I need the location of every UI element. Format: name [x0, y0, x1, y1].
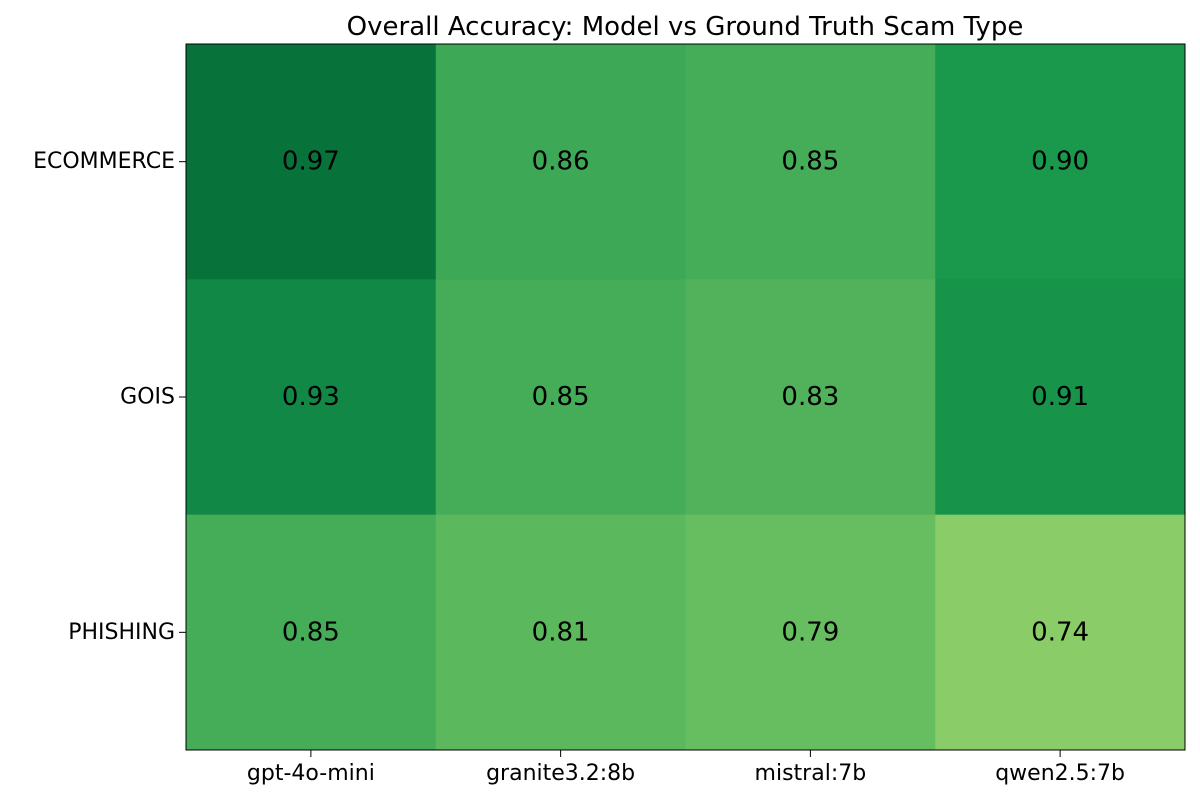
cell-value-label: 0.83 [781, 382, 839, 412]
cell-value-label: 0.74 [1031, 617, 1089, 647]
cell-value-label: 0.85 [781, 147, 839, 177]
heatmap-value-labels: 0.97 0.86 0.85 0.90 0.93 0.85 0.83 0.91 0.85 0.81… [282, 147, 1089, 648]
heatmap-cell [435, 44, 686, 280]
x-tick-label: mistral:7b [755, 761, 867, 786]
x-tick-label: gpt-4o-mini [247, 761, 375, 786]
heatmap-cell [685, 514, 936, 751]
y-tick-label: GOIS [120, 385, 175, 410]
heatmap-cell [935, 279, 1186, 516]
cell-value-label: 0.85 [532, 382, 590, 412]
x-tick-label: granite3.2:8b [486, 761, 635, 786]
cell-value-label: 0.97 [282, 147, 340, 177]
heatmap-cell [186, 44, 437, 280]
y-tick-label: ECOMMERCE [33, 149, 175, 174]
heatmap-cell [435, 514, 686, 751]
heatmap-cell [435, 279, 686, 516]
x-tick-label: qwen2.5:7b [995, 761, 1125, 786]
cell-value-label: 0.86 [532, 147, 590, 177]
cell-value-label: 0.85 [282, 617, 340, 647]
heatmap-cell [186, 279, 437, 516]
heatmap-cell [685, 44, 936, 280]
y-tick-label: PHISHING [68, 620, 175, 645]
cell-value-label: 0.91 [1031, 382, 1089, 412]
cell-value-label: 0.81 [532, 617, 590, 647]
cell-value-label: 0.90 [1031, 147, 1089, 177]
heatmap-cell [685, 279, 936, 516]
heatmap-cells [186, 44, 1186, 751]
cell-value-label: 0.93 [282, 382, 340, 412]
x-axis: gpt-4o-mini granite3.2:8b mistral:7b qwen2.… [247, 750, 1125, 786]
heatmap-cell [935, 44, 1186, 280]
y-axis: ECOMMERCE GOIS PHISHING [33, 149, 186, 645]
heatmap-cell [935, 514, 1186, 751]
heatmap-cell [186, 514, 437, 751]
cell-value-label: 0.79 [781, 617, 839, 647]
chart-title: Overall Accuracy: Model vs Ground Truth … [347, 12, 1024, 42]
